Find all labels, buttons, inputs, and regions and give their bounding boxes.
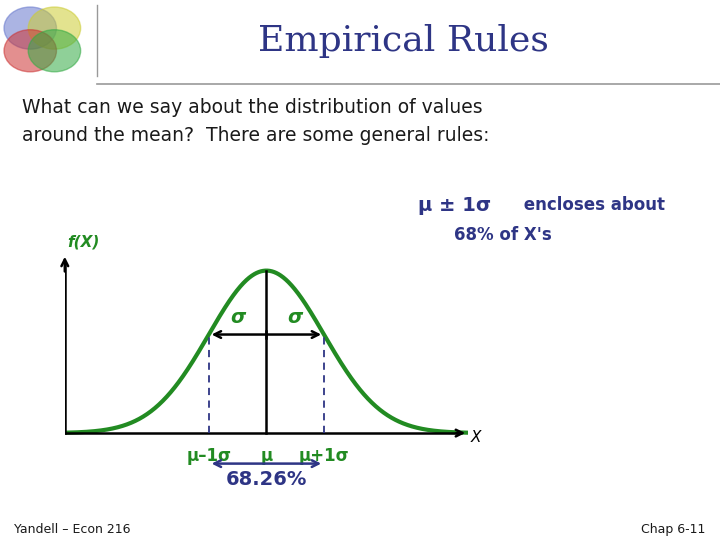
Circle shape	[4, 7, 56, 49]
Text: μ ± 1σ: μ ± 1σ	[418, 195, 491, 215]
Text: μ–1σ: μ–1σ	[186, 447, 231, 465]
Text: σ: σ	[230, 308, 246, 327]
Text: μ: μ	[260, 447, 273, 465]
Text: f(X): f(X)	[68, 235, 100, 250]
Text: X: X	[471, 430, 482, 445]
Text: 68% of X's: 68% of X's	[454, 226, 552, 244]
Text: Yandell – Econ 216: Yandell – Econ 216	[14, 523, 131, 536]
Text: 68.26%: 68.26%	[225, 470, 307, 489]
Text: What can we say about the distribution of values
around the mean?  There are som: What can we say about the distribution o…	[22, 98, 489, 145]
Text: Empirical Rules: Empirical Rules	[258, 24, 549, 57]
Circle shape	[4, 30, 56, 72]
Text: μ+1σ: μ+1σ	[299, 447, 349, 465]
Circle shape	[28, 7, 81, 49]
Text: σ: σ	[287, 308, 303, 327]
Text: encloses about: encloses about	[518, 196, 665, 214]
Circle shape	[28, 30, 81, 72]
Text: Chap 6-11: Chap 6-11	[642, 523, 706, 536]
